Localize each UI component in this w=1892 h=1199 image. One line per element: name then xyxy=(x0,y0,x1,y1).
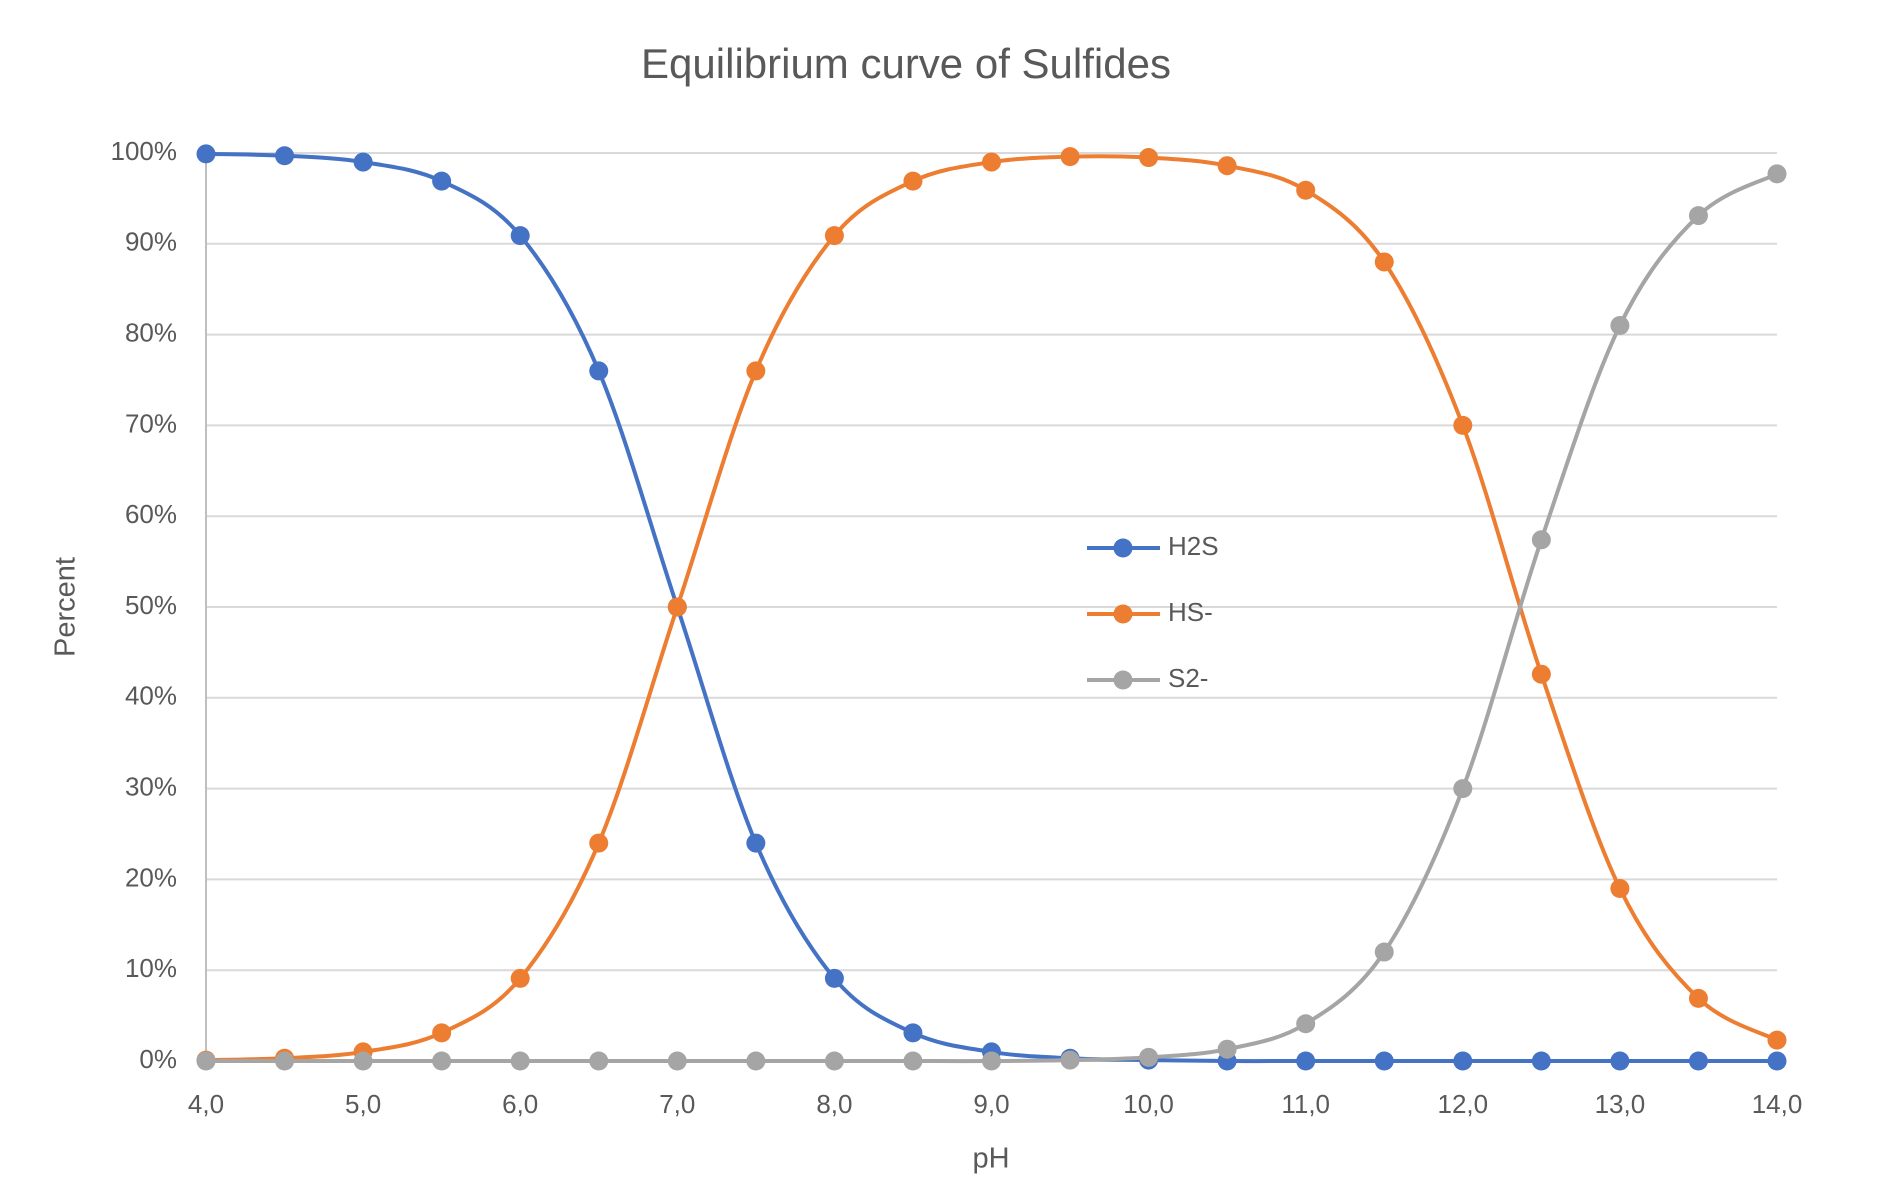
data-point xyxy=(1688,988,1708,1008)
data-point xyxy=(1060,1050,1080,1070)
data-point xyxy=(1296,180,1316,200)
data-point xyxy=(275,146,295,166)
data-point xyxy=(1531,1051,1551,1071)
data-point xyxy=(275,1051,295,1071)
chart-title: Equilibrium curve of Sulfides xyxy=(641,40,1171,87)
y-axis-label: Percent xyxy=(50,557,82,657)
data-point xyxy=(589,833,609,853)
data-point xyxy=(1296,1014,1316,1034)
x-axis-label: pH xyxy=(972,1143,1009,1175)
x-tick-label: 10,0 xyxy=(1123,1089,1174,1119)
data-point xyxy=(353,152,373,172)
data-point xyxy=(432,1051,452,1071)
y-tick-label: 40% xyxy=(125,681,177,711)
data-point xyxy=(1217,1039,1237,1059)
data-point xyxy=(903,1023,923,1043)
data-point xyxy=(1453,415,1473,435)
data-point xyxy=(196,144,216,164)
data-point xyxy=(432,171,452,191)
y-tick-label: 20% xyxy=(125,862,177,892)
data-point xyxy=(667,1051,687,1071)
data-point xyxy=(1767,164,1787,184)
data-point xyxy=(1060,147,1080,167)
data-point xyxy=(1610,878,1630,898)
y-tick-label: 100% xyxy=(111,136,178,166)
x-tick-label: 11,0 xyxy=(1281,1089,1330,1119)
data-point xyxy=(1453,779,1473,799)
data-point xyxy=(1688,206,1708,226)
legend-marker xyxy=(1113,538,1133,558)
x-tick-label: 5,0 xyxy=(345,1089,381,1119)
data-point xyxy=(1531,530,1551,550)
y-tick-label: 60% xyxy=(125,499,177,529)
x-tick-label: 4,0 xyxy=(188,1089,224,1119)
legend-marker xyxy=(1113,604,1133,624)
data-point xyxy=(1374,252,1394,272)
y-tick-label: 0% xyxy=(139,1044,177,1074)
legend-label: H2S xyxy=(1168,531,1219,561)
data-point xyxy=(1217,156,1237,176)
data-point xyxy=(824,968,844,988)
data-point xyxy=(667,597,687,617)
series-line xyxy=(205,154,1778,1063)
data-point xyxy=(1610,316,1630,336)
x-tick-label: 14,0 xyxy=(1752,1089,1803,1119)
x-tick-label: 13,0 xyxy=(1595,1089,1646,1119)
data-point xyxy=(1610,1051,1630,1071)
data-point xyxy=(824,226,844,246)
data-point xyxy=(903,1051,923,1071)
data-point xyxy=(746,361,766,381)
data-point xyxy=(589,1051,609,1071)
data-point xyxy=(746,833,766,853)
y-tick-label: 10% xyxy=(125,953,177,983)
x-tick-label: 7,0 xyxy=(659,1089,695,1119)
data-point xyxy=(1374,942,1394,962)
data-point xyxy=(824,1051,844,1071)
x-tick-label: 8,0 xyxy=(816,1089,852,1119)
data-point xyxy=(746,1051,766,1071)
data-point xyxy=(196,1051,216,1071)
y-tick-label: 70% xyxy=(125,408,177,438)
x-tick-label: 6,0 xyxy=(502,1089,538,1119)
data-point xyxy=(510,1051,530,1071)
data-point xyxy=(903,171,923,191)
legend-label: HS- xyxy=(1168,597,1213,627)
y-tick-label: 80% xyxy=(125,317,177,347)
data-point xyxy=(353,1051,373,1071)
legend-label: S2- xyxy=(1168,663,1208,693)
data-point xyxy=(432,1023,452,1043)
data-point xyxy=(510,968,530,988)
data-point xyxy=(1374,1051,1394,1071)
data-point xyxy=(1531,664,1551,684)
data-point xyxy=(1139,148,1159,168)
data-point xyxy=(589,361,609,381)
legend-marker xyxy=(1113,670,1133,690)
x-tick-label: 9,0 xyxy=(973,1089,1009,1119)
x-tick-label: 12,0 xyxy=(1437,1089,1488,1119)
data-point xyxy=(1767,1030,1787,1050)
data-point xyxy=(1139,1047,1159,1067)
data-point xyxy=(982,152,1001,172)
y-tick-label: 50% xyxy=(125,590,177,620)
data-point xyxy=(510,226,530,246)
series-line xyxy=(205,172,1778,1064)
data-point xyxy=(1767,1051,1787,1071)
data-point xyxy=(1453,1051,1473,1071)
data-point xyxy=(1296,1051,1316,1071)
y-tick-label: 30% xyxy=(125,771,177,801)
data-point xyxy=(982,1051,1001,1071)
y-tick-label: 90% xyxy=(125,227,177,257)
data-point xyxy=(1688,1051,1708,1071)
